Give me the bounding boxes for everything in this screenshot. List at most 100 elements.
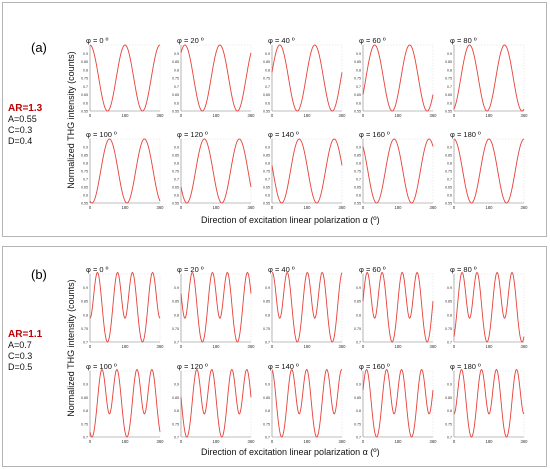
y-tick-label: 0.75 (445, 422, 452, 426)
parameter-list: AR=1.1 A=0.7 C=0.3 D=0.5 (8, 329, 42, 373)
x-tick-label: 0 (89, 113, 92, 118)
y-tick-label: 0.9 (447, 383, 452, 387)
y-tick-label: 0.7 (265, 178, 270, 182)
y-tick-label: 0.65 (81, 93, 88, 97)
y-tick-label: 0.8 (265, 313, 270, 317)
y-tick-label: 0.7 (356, 178, 361, 182)
y-tick-label: 0.7 (265, 85, 270, 89)
plot-frame (180, 138, 252, 204)
x-tick-label: 360 (248, 344, 256, 349)
y-tick-label: 0.6 (174, 194, 179, 198)
y-tick-label: 0.7 (356, 85, 361, 89)
x-tick-label: 360 (430, 113, 438, 118)
plot-frame (271, 273, 343, 343)
y-tick-label: 0.75 (263, 327, 270, 331)
y-tick-label: 0.6 (83, 101, 88, 105)
plot-frame (362, 138, 434, 204)
plot-frame (89, 370, 161, 438)
x-tick-label: 360 (339, 205, 347, 210)
x-tick-label: 0 (453, 439, 456, 444)
x-tick-label: 360 (157, 344, 165, 349)
panel-label: (a) (31, 40, 47, 55)
y-tick-label: 0.65 (445, 186, 452, 190)
y-tick-label: 0.75 (445, 77, 452, 81)
y-tick-label: 0.9 (174, 286, 179, 290)
y-tick-label: 0.75 (172, 327, 179, 331)
x-tick-label: 0 (89, 344, 92, 349)
plot-frame (362, 44, 434, 112)
y-tick-label: 0.55 (172, 110, 179, 114)
y-tick-label: 0.7 (83, 436, 88, 440)
x-tick-label: 360 (521, 344, 529, 349)
y-tick-label: 0.6 (356, 101, 361, 105)
y-tick-label: 0.7 (174, 85, 179, 89)
y-tick-label: 0.75 (445, 170, 452, 174)
x-tick-label: 180 (395, 205, 403, 210)
x-tick-label: 180 (486, 439, 494, 444)
x-tick-label: 180 (486, 344, 494, 349)
y-tick-label: 0.85 (172, 154, 179, 158)
y-tick-label: 0.6 (447, 101, 452, 105)
y-tick-label: 0.65 (263, 93, 270, 97)
y-tick-label: 0.8 (356, 68, 361, 72)
subplot-title: φ = 160 º (359, 362, 390, 371)
subplot-a-2: φ = 40 º 0.55 0.6 0.65 0.7 0.75 0.8 0.85 0.9 0 180… (263, 36, 346, 118)
y-tick-label: 0.9 (174, 383, 179, 387)
subplot-b-6: φ = 120 º 0.7 0.75 0.8 0.85 0.9 0 180 360 (172, 362, 255, 444)
subplot-title: φ = 100 º (86, 362, 117, 371)
x-tick-label: 0 (362, 439, 365, 444)
x-tick-label: 360 (430, 439, 438, 444)
y-tick-label: 0.75 (81, 170, 88, 174)
y-tick-label: 0.65 (354, 93, 361, 97)
series-line (180, 138, 252, 204)
param-c: C=0.3 (8, 351, 33, 361)
y-tick-label: 0.8 (83, 409, 88, 413)
y-tick-label: 0.6 (265, 101, 270, 105)
series-line (271, 368, 343, 438)
y-tick-label: 0.85 (445, 300, 452, 304)
subplot-title: φ = 20 º (177, 36, 204, 45)
y-tick-label: 0.75 (172, 170, 179, 174)
y-tick-label: 0.85 (81, 154, 88, 158)
x-tick-label: 0 (271, 205, 274, 210)
y-tick-label: 0.9 (356, 52, 361, 56)
y-tick-label: 0.8 (83, 68, 88, 72)
y-tick-label: 0.85 (263, 154, 270, 158)
subplot-title: φ = 80 º (450, 265, 477, 274)
y-tick-label: 0.65 (81, 186, 88, 190)
x-tick-label: 0 (180, 344, 183, 349)
y-tick-label: 0.85 (81, 396, 88, 400)
subplot-title: φ = 40 º (268, 36, 295, 45)
x-tick-label: 180 (395, 113, 403, 118)
series-line (89, 368, 161, 438)
y-tick-label: 0.85 (354, 300, 361, 304)
y-tick-label: 0.7 (265, 341, 270, 345)
x-tick-label: 180 (213, 113, 221, 118)
y-tick-label: 0.55 (81, 202, 88, 206)
x-tick-label: 360 (339, 113, 347, 118)
plot-frame (362, 273, 434, 343)
plot-frame (89, 44, 161, 112)
x-tick-label: 180 (213, 344, 221, 349)
subplot-a-8: φ = 160 º 0.55 0.6 0.65 0.7 0.75 0.8 0.85 0.9 0 18… (354, 130, 437, 210)
subplot-a-4: φ = 80 º 0.55 0.6 0.65 0.7 0.75 0.8 0.85 0.9 0 180… (445, 36, 528, 118)
y-tick-label: 0.55 (263, 202, 270, 206)
series-line (89, 44, 161, 112)
y-tick-label: 0.9 (447, 52, 452, 56)
x-tick-label: 0 (271, 439, 274, 444)
series-line (271, 44, 343, 112)
y-tick-label: 0.7 (174, 436, 179, 440)
x-tick-label: 360 (430, 344, 438, 349)
series-line (362, 44, 434, 112)
y-tick-label: 0.7 (174, 341, 179, 345)
y-tick-label: 0.75 (263, 170, 270, 174)
plot-frame (362, 370, 434, 438)
plot-frame (180, 44, 252, 112)
subplot-title: φ = 180 º (450, 130, 481, 139)
y-tick-label: 0.7 (83, 178, 88, 182)
x-tick-label: 180 (213, 205, 221, 210)
subplot-a-5: φ = 100 º 0.55 0.6 0.65 0.7 0.75 0.8 0.85 0.9 0 18… (81, 130, 164, 210)
y-tick-label: 0.8 (83, 162, 88, 166)
y-tick-label: 0.75 (263, 77, 270, 81)
y-tick-label: 0.9 (447, 286, 452, 290)
